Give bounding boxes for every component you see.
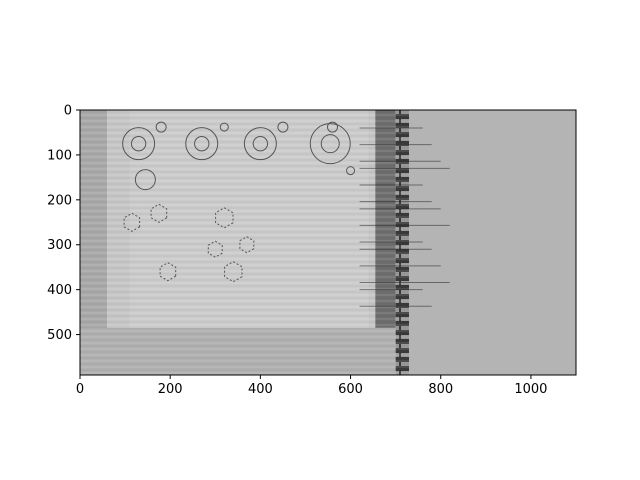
sketch-ring bbox=[320, 134, 340, 154]
sketch-hexagon bbox=[150, 203, 168, 223]
y-tick-label: 300 bbox=[47, 238, 72, 253]
sketch-ring bbox=[327, 121, 339, 133]
sketch-ring bbox=[219, 122, 229, 132]
x-tick-label: 1000 bbox=[514, 382, 547, 397]
sketch-ring bbox=[130, 135, 147, 152]
y-tick-label: 400 bbox=[47, 283, 72, 298]
image-region-flat-gray-region bbox=[409, 110, 576, 375]
plot-frame bbox=[79, 109, 577, 376]
sketch-ring bbox=[134, 169, 156, 191]
sketch-ring bbox=[252, 135, 269, 152]
image-area bbox=[80, 110, 576, 375]
sketch-ring bbox=[277, 121, 289, 133]
sketch-hexagon bbox=[123, 212, 141, 232]
y-tick-label: 100 bbox=[47, 148, 72, 163]
x-tick-label: 600 bbox=[338, 382, 363, 397]
sketch-ring bbox=[346, 166, 356, 176]
sketch-ring bbox=[122, 127, 156, 161]
y-tick-label: 500 bbox=[47, 328, 72, 343]
y-tick-label: 0 bbox=[64, 104, 72, 119]
molecule-sketches bbox=[122, 121, 356, 283]
axes: 0 200 400 600 800 1000 0 100 200 300 400 500 bbox=[47, 104, 577, 397]
x-tick-label: 800 bbox=[428, 382, 453, 397]
y-tick-label: 200 bbox=[47, 193, 72, 208]
sketch-ring bbox=[185, 127, 219, 161]
x-tick-label: 400 bbox=[248, 382, 273, 397]
sketch-ring bbox=[309, 123, 351, 165]
scanline-texture bbox=[80, 110, 410, 375]
x-tick-label: 200 bbox=[158, 382, 183, 397]
sketch-ring bbox=[155, 121, 167, 133]
x-tick-label: 0 bbox=[76, 382, 84, 397]
sketch-ring bbox=[243, 127, 277, 161]
sketch-ring bbox=[194, 135, 210, 152]
sketch-hexagon bbox=[239, 236, 255, 254]
sketch-hexagon bbox=[207, 240, 223, 258]
sketch-hexagon bbox=[159, 262, 177, 282]
